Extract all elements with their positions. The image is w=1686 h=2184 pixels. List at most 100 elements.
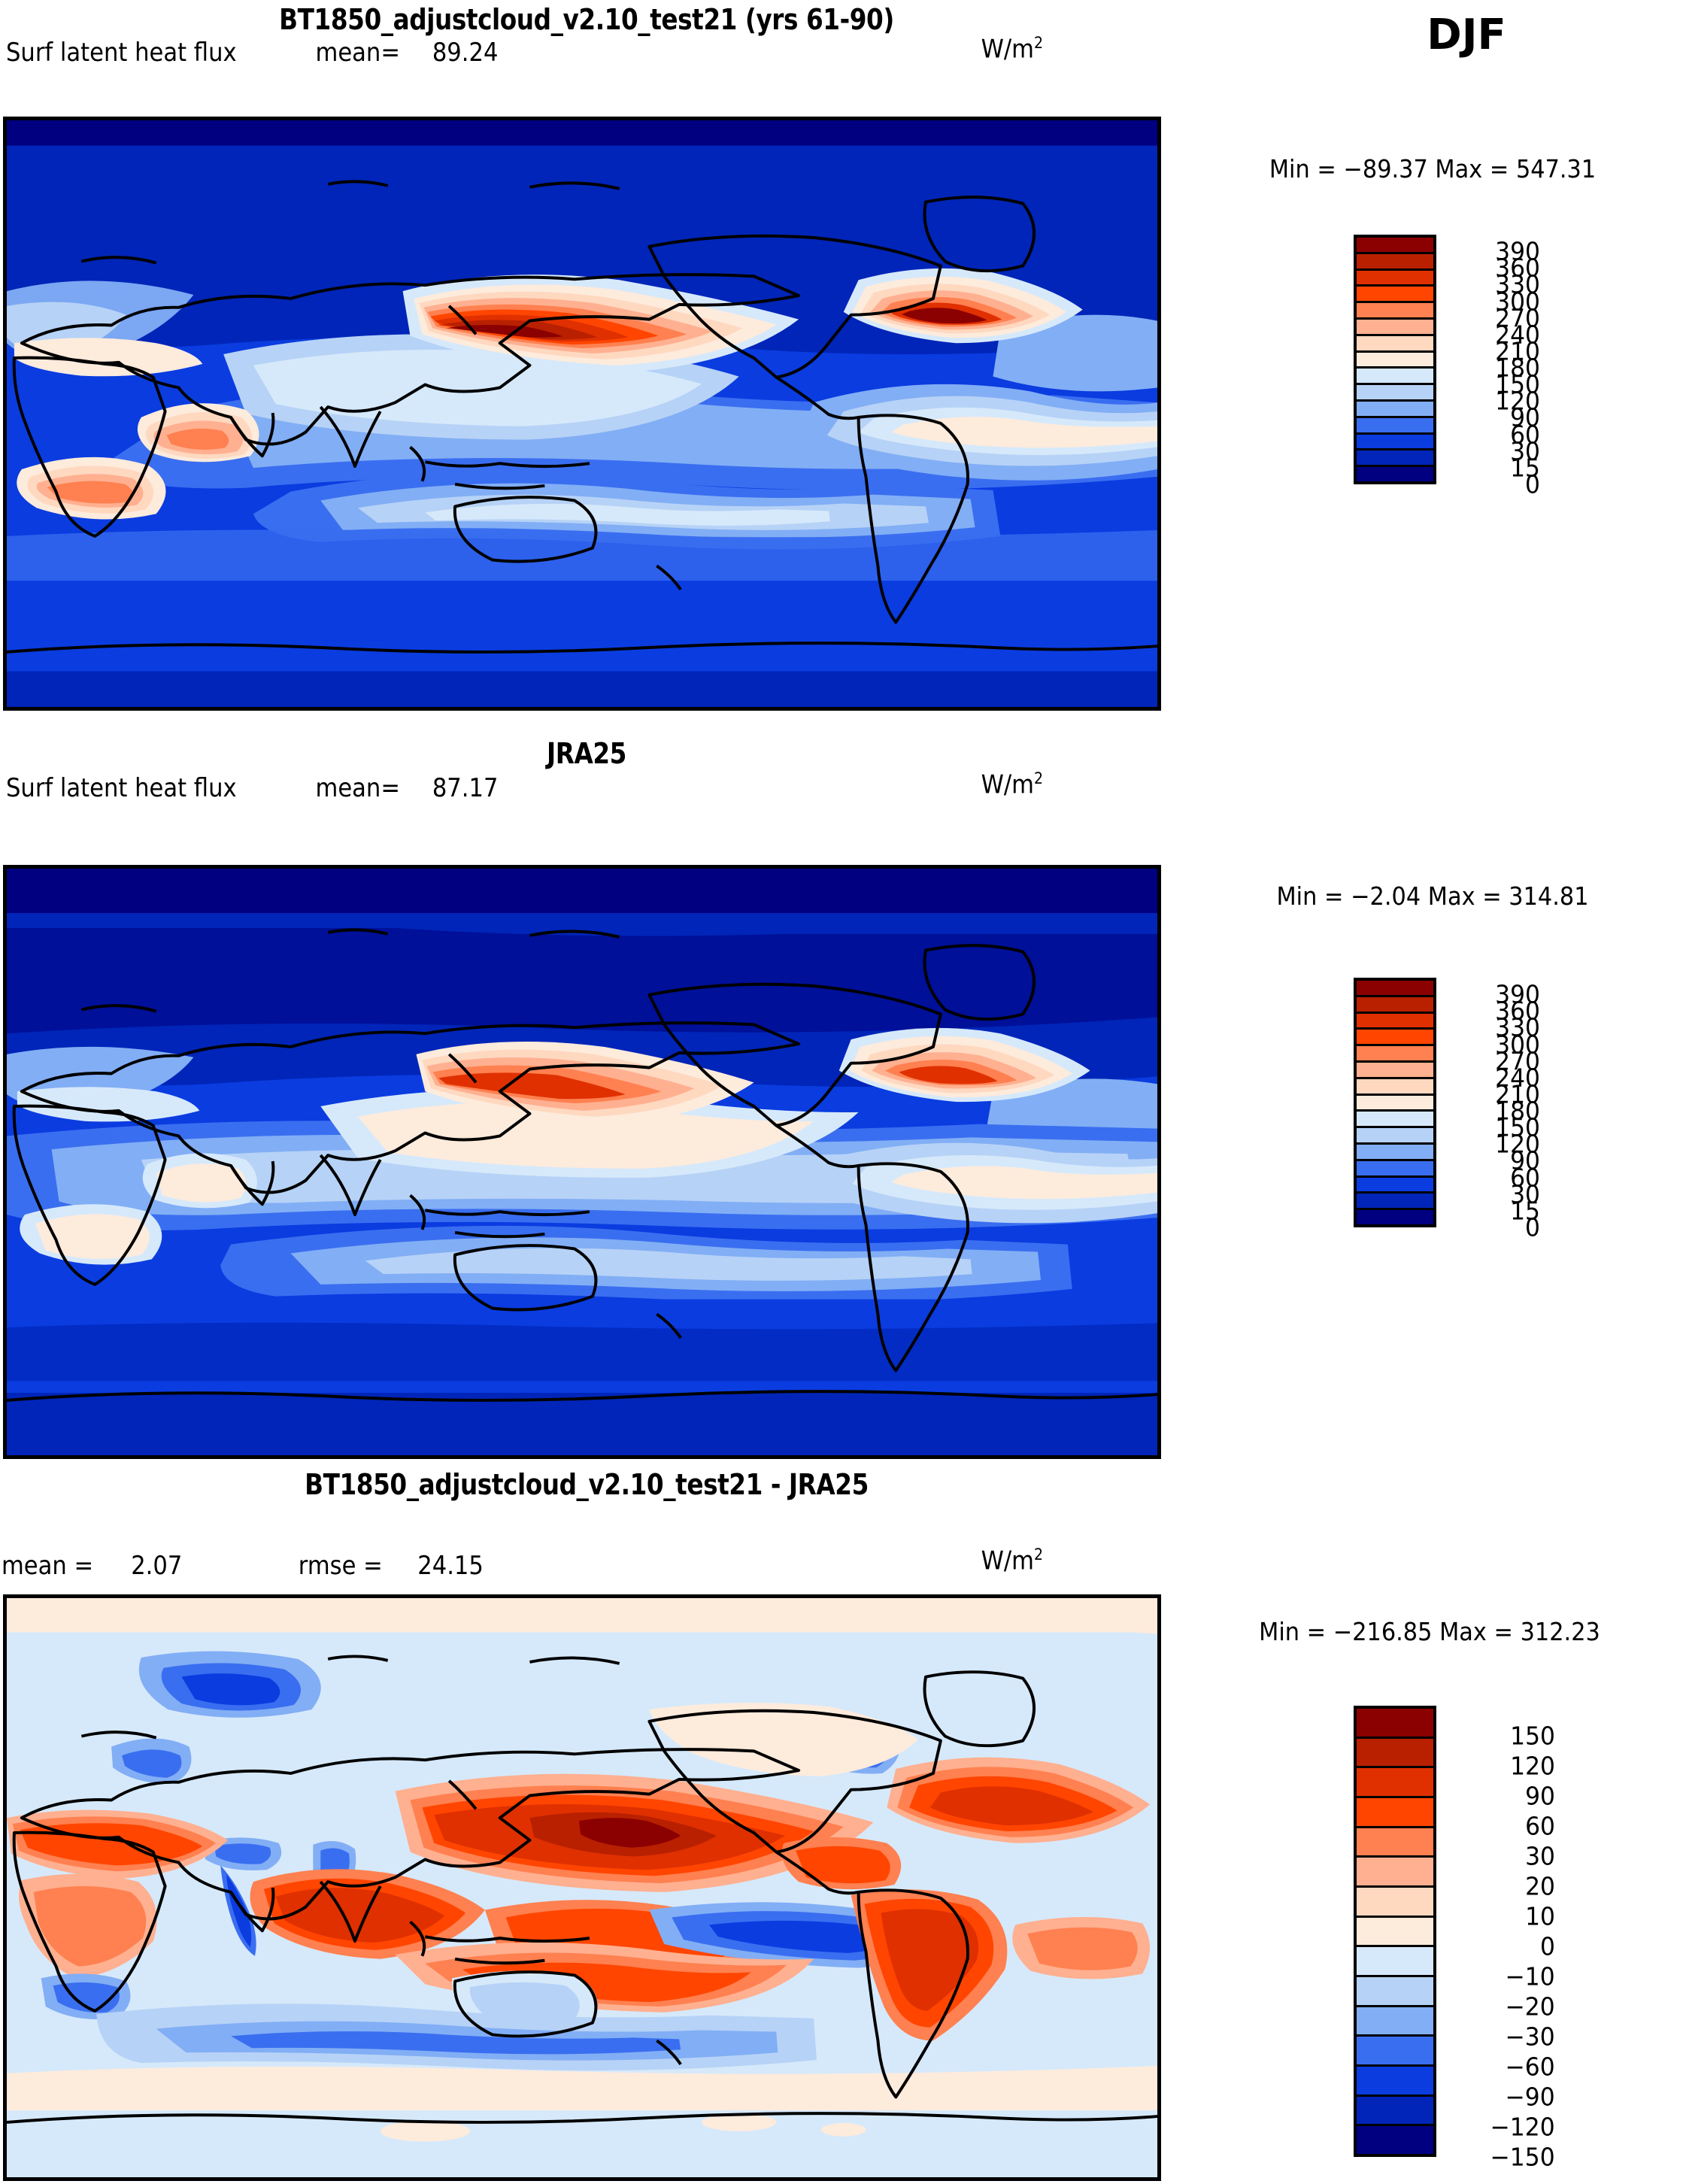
colorbar-cell [1357,1917,1433,1948]
colorbar-cell [1357,369,1433,386]
minmax-model: Min = −89.37 Max = 547.31 [1269,154,1597,184]
colorbar-labels-model: 390 360 330 300 270 240 210 180 150 120 90 60 30 15 0 [1442,235,1540,499]
colorbar-tick-label: 180 [1495,1096,1540,1126]
colorbar-tick-label: 150 [1495,369,1540,399]
panel-variable-model: Surf latent heat flux mean= 89.24 [6,38,498,68]
colorbar-tick-label: 390 [1495,979,1540,1009]
colorbar-cell [1357,1858,1433,1888]
colorbar-tick-label: 300 [1495,1030,1540,1060]
colorbar-cell [1357,2067,1433,2097]
colorbar-tick-label: −60 [1505,2052,1555,2082]
colorbar-tick-label: 0 [1525,469,1540,499]
colorbar-tick-label: 15 [1510,453,1540,483]
panel-stats-difference: mean = 2.07 rmse = 24.15 [2,1551,484,1581]
colorbar-tick-label: 60 [1510,1163,1540,1193]
colorbar-tick-label: 240 [1495,1063,1540,1093]
colorbar-tick-label: −90 [1505,2082,1555,2112]
rmse-label-diff: rmse = [298,1551,383,1581]
colorbar-cell [1357,2037,1433,2067]
colorbar-tick-label: 180 [1495,353,1540,383]
colorbar-strip-obs[interactable] [1354,978,1436,1227]
colorbar-tick-label: 270 [1495,1046,1540,1076]
colorbar-cell [1357,1128,1433,1145]
colorbar-tick-label: 210 [1495,336,1540,366]
colorbar-cell [1357,1046,1433,1063]
colorbar-model: 390 360 330 300 270 240 210 180 150 120 90 60 30 15 0 [1354,235,1669,499]
colorbar-tick-label: 300 [1495,287,1540,317]
colorbar-labels-difference: 150 120 90 60 30 20 10 0 −10 −20 −30 −60 −90 −120 −150 [1442,1706,1555,2172]
colorbar-tick-label: 30 [1510,436,1540,466]
mean-label-model: mean= [315,38,400,68]
units-label-obs: W/m2 [981,769,1044,800]
colorbar-tick-label: 0 [1540,1931,1555,1961]
variable-label-obs: Surf latent heat flux [6,773,237,803]
map-panel-model[interactable] [3,117,1161,711]
mean-value-diff: 2.07 [131,1551,183,1581]
colorbar-tick-label: 30 [1525,1841,1555,1871]
mean-value-obs: 87.17 [432,773,499,803]
colorbar-cell [1357,434,1433,451]
colorbar-cell [1357,253,1433,271]
colorbar-cell [1357,1062,1433,1079]
mean-label-obs: mean= [315,773,400,803]
map-svg-obs [7,869,1157,1455]
colorbar-cell [1357,1144,1433,1161]
rmse-value-diff: 24.15 [417,1551,484,1581]
colorbar-cell [1357,319,1433,336]
mean-label-diff: mean = [2,1551,94,1581]
colorbar-tick-label: 360 [1495,996,1540,1026]
colorbar-cell [1357,1828,1433,1858]
colorbar-tick-label: 360 [1495,253,1540,283]
colorbar-tick-label: 0 [1525,1212,1540,1242]
colorbar-obs: 390 360 330 300 270 240 210 180 150 120 90 60 30 15 0 [1354,978,1669,1242]
colorbar-strip-model[interactable] [1354,235,1436,484]
colorbar-cell [1357,2126,1433,2155]
colorbar-tick-label: 120 [1510,1751,1555,1781]
colorbar-cell [1357,996,1433,1014]
colorbar-tick-label: 120 [1495,1129,1540,1159]
colorbar-cell [1357,2096,1433,2127]
colorbar-cell [1357,467,1433,481]
colorbar-difference: 150 120 90 60 30 20 10 0 −10 −20 −30 −60 −90 −120 −150 [1354,1706,1669,2172]
colorbar-cell [1357,1210,1433,1224]
colorbar-cell [1357,417,1433,435]
colorbar-tick-label: 120 [1495,386,1540,416]
colorbar-cell [1357,1112,1433,1129]
colorbar-cell [1357,1160,1433,1178]
colorbar-cell [1357,450,1433,468]
colorbar-tick-label: −10 [1505,1961,1555,1991]
colorbar-tick-label: 60 [1525,1811,1555,1841]
colorbar-cell [1357,1768,1433,1799]
colorbar-cell [1357,270,1433,287]
colorbar-cell [1357,385,1433,402]
map-svg-model [7,120,1157,707]
colorbar-tick-label: −30 [1505,2022,1555,2052]
colorbar-tick-label: −150 [1490,2142,1555,2172]
colorbar-cell [1357,1177,1433,1194]
colorbar-cell [1357,401,1433,418]
colorbar-tick-label: 15 [1510,1196,1540,1226]
variable-label-model: Surf latent heat flux [6,38,237,68]
panel-title-obs: JRA25 [547,737,626,770]
colorbar-cell [1357,2007,1433,2037]
minmax-difference: Min = −216.85 Max = 312.23 [1259,1617,1600,1646]
units-label-difference: W/m2 [981,1545,1044,1576]
colorbar-labels-obs: 390 360 330 300 270 240 210 180 150 120 90 60 30 15 0 [1442,978,1540,1242]
colorbar-tick-label: 10 [1525,1901,1555,1931]
colorbar-cell [1357,238,1433,254]
colorbar-cell [1357,1709,1433,1739]
colorbar-cell [1357,981,1433,997]
colorbar-cell [1357,1194,1433,1211]
colorbar-cell [1357,1798,1433,1828]
panel-title-model: BT1850_adjustcloud_v2.10_test21 (yrs 61-… [279,3,894,36]
colorbar-tick-label: 390 [1495,236,1540,266]
panel-variable-obs: Surf latent heat flux mean= 87.17 [6,773,498,803]
map-svg-difference [7,1598,1157,2177]
colorbar-cell [1357,303,1433,320]
map-panel-difference[interactable] [3,1594,1161,2181]
map-panel-obs[interactable] [3,865,1161,1459]
colorbar-tick-label: 90 [1510,1145,1540,1175]
colorbar-tick-label: 60 [1510,420,1540,450]
colorbar-tick-label: 150 [1495,1112,1540,1142]
colorbar-strip-difference[interactable] [1354,1706,1436,2157]
